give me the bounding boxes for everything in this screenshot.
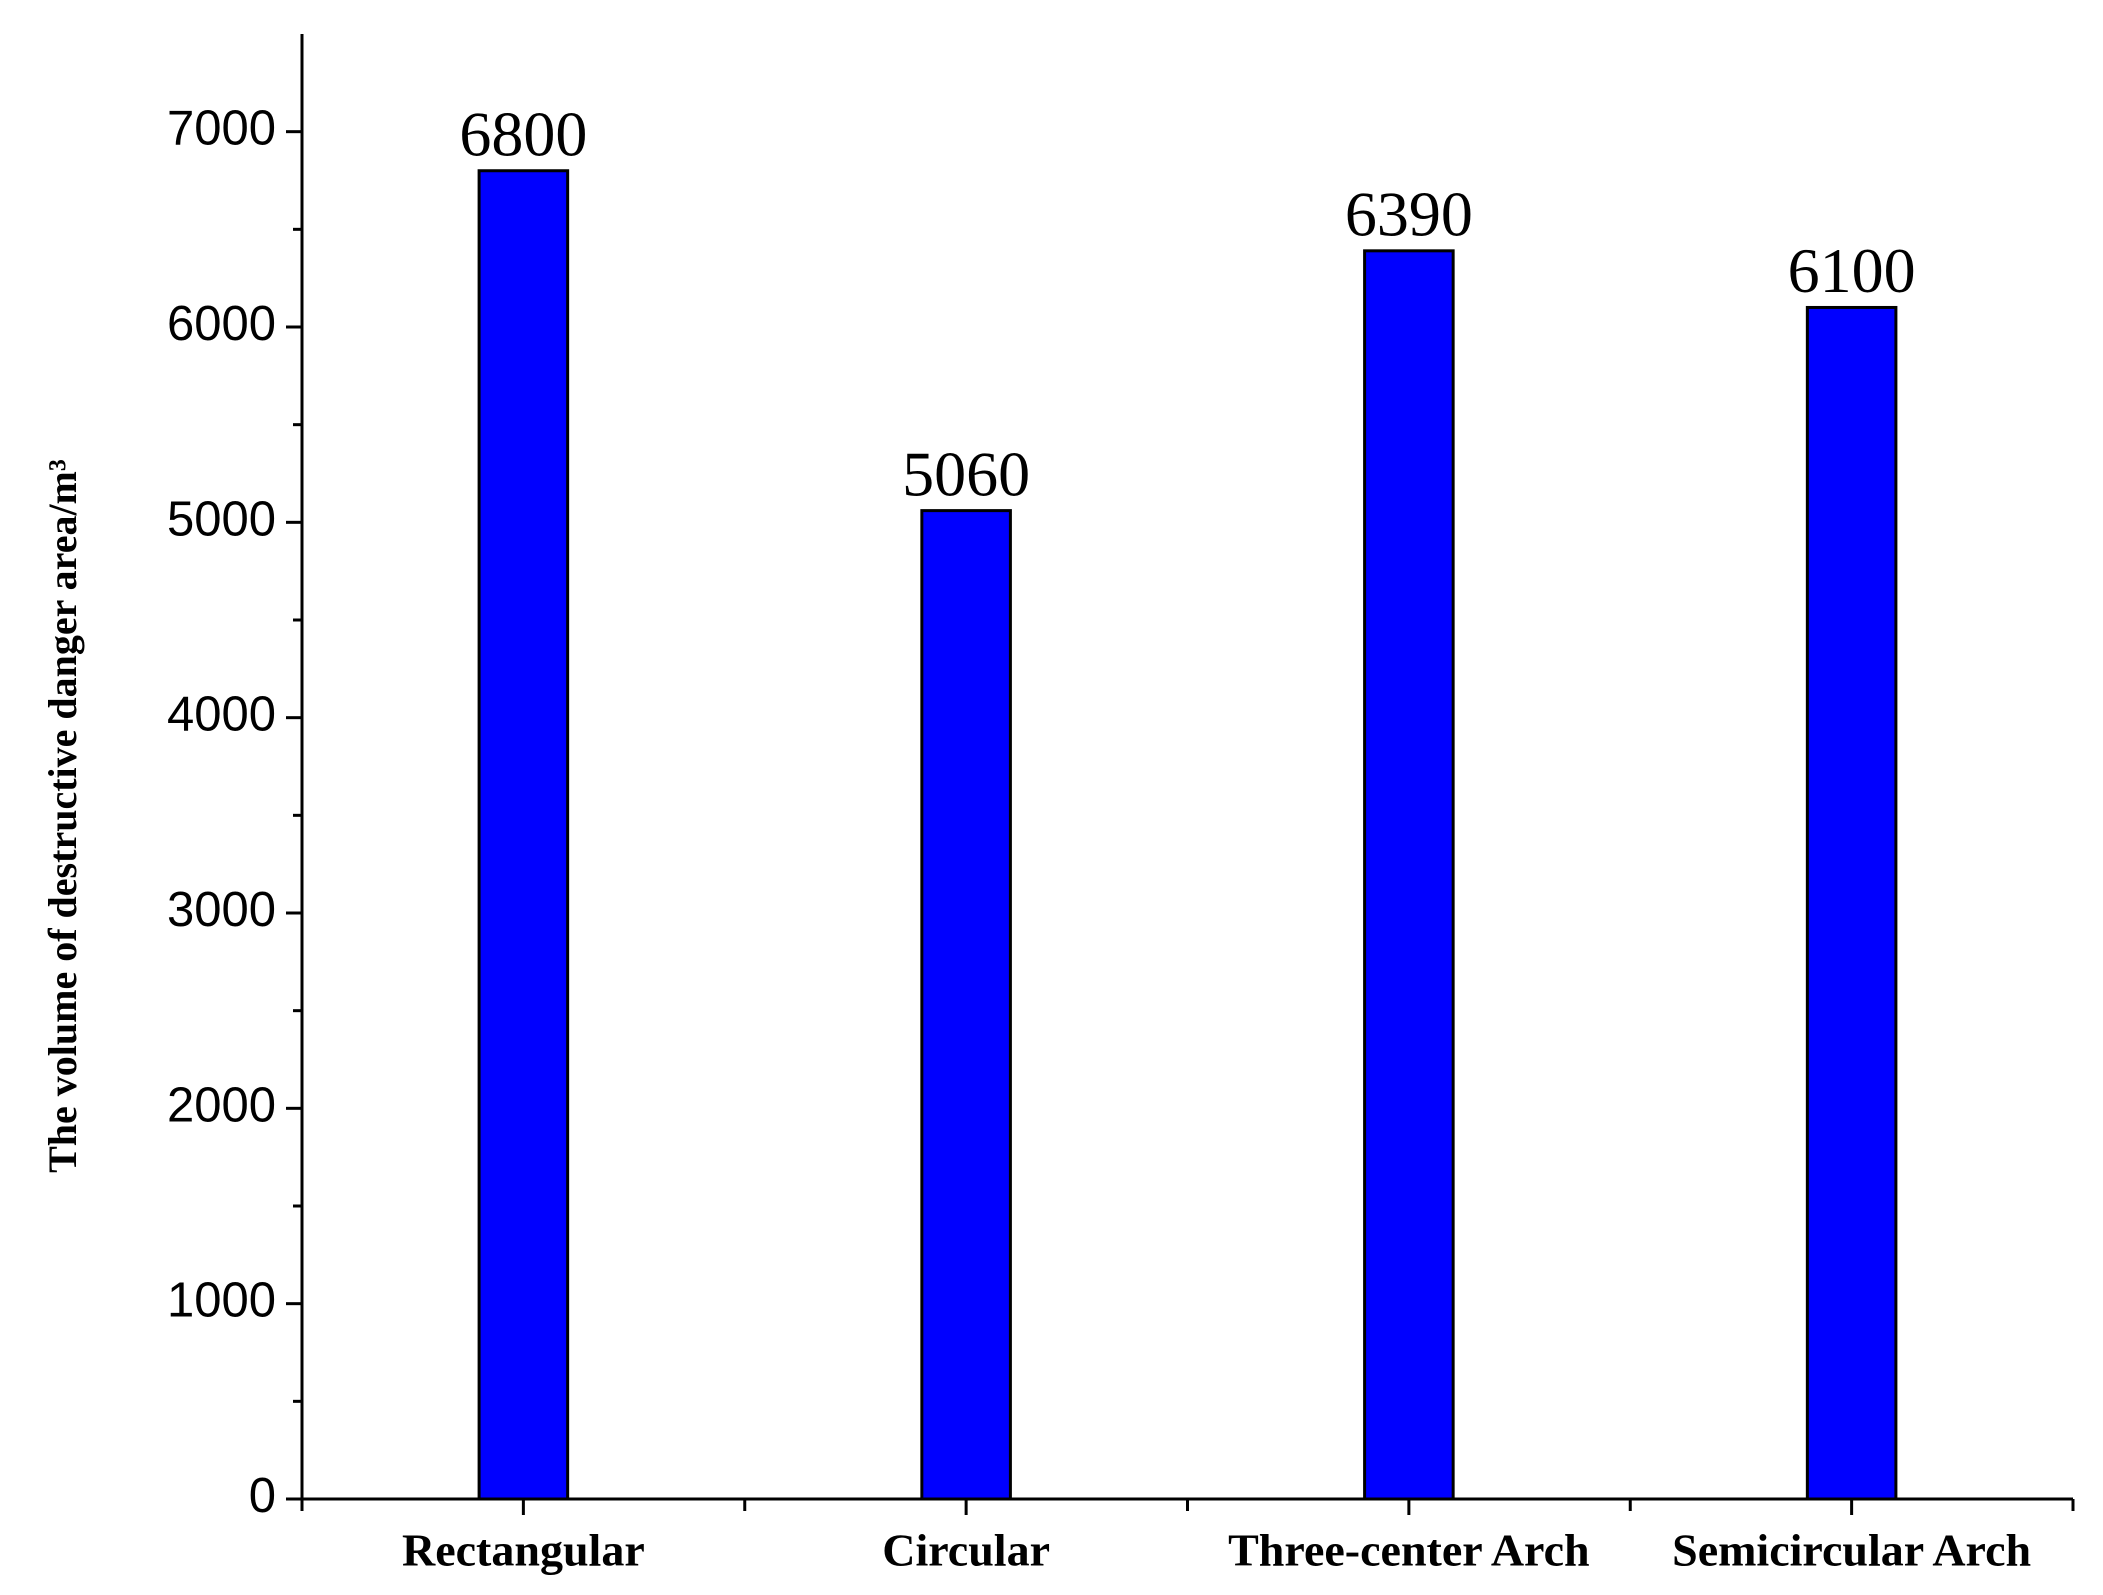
x-tick-label: Circular xyxy=(882,1525,1050,1576)
value-label: 6390 xyxy=(1345,179,1473,250)
y-tick-label: 6000 xyxy=(167,297,276,351)
value-label: 5060 xyxy=(902,438,1030,509)
y-tick-label: 1000 xyxy=(167,1274,276,1328)
y-tick-label: 0 xyxy=(249,1469,276,1523)
x-tick-label: Semicircular Arch xyxy=(1672,1525,2031,1576)
y-tick-label: 4000 xyxy=(167,688,276,742)
bar xyxy=(1805,305,1898,1501)
value-label: 6800 xyxy=(459,98,587,169)
y-tick-label: 5000 xyxy=(167,492,276,546)
value-label: 6100 xyxy=(1788,235,1916,306)
bar xyxy=(920,509,1012,1501)
x-tick-label: Three-center Arch xyxy=(1228,1525,1590,1576)
y-tick-label: 3000 xyxy=(167,883,276,937)
y-tick-label: 2000 xyxy=(167,1078,276,1132)
bar xyxy=(1363,249,1455,1501)
y-axis-title: The volume of destructive danger area/m³ xyxy=(40,459,85,1173)
x-tick-label: Rectangular xyxy=(402,1525,645,1576)
bar xyxy=(477,169,570,1501)
y-tick-label: 7000 xyxy=(167,102,276,156)
